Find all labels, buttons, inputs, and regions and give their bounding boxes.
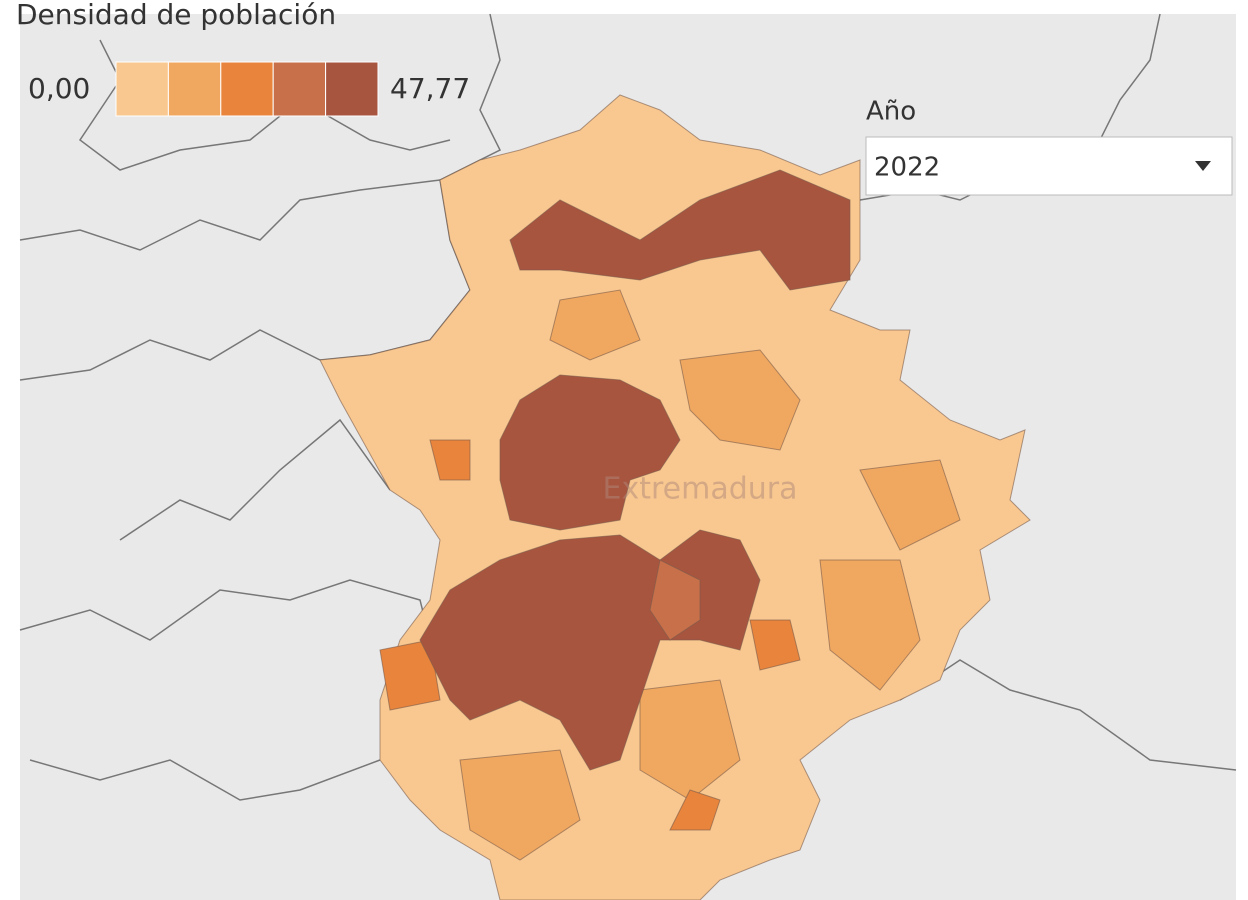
municipality [859, 459, 961, 551]
legend-swatch [272, 61, 327, 117]
municipality [639, 679, 741, 801]
municipality [459, 749, 581, 861]
legend-title: Densidad de población [16, 0, 336, 31]
legend-max-label: 47,77 [390, 72, 470, 105]
municipality [429, 439, 471, 481]
municipality [669, 789, 721, 831]
legend-swatch [115, 61, 169, 117]
border-line [899, 659, 1237, 771]
dropdown-arrow[interactable] [1195, 161, 1211, 171]
municipality [819, 559, 921, 691]
filter-label: Año [866, 97, 916, 127]
border-line [19, 179, 441, 251]
region-map [319, 94, 1031, 900]
legend-swatch [167, 61, 222, 117]
legend-min-label: 0,00 [28, 72, 90, 105]
municipality [499, 374, 681, 531]
border-line [119, 418, 391, 541]
border-line [78, 39, 451, 171]
border-line [29, 759, 381, 801]
legend [115, 61, 379, 117]
map-label: Extremadura [603, 472, 798, 507]
dropdown-box[interactable] [865, 136, 1233, 196]
border-line [19, 329, 321, 381]
municipality [749, 619, 801, 671]
municipality [679, 349, 801, 451]
municipality [509, 169, 851, 291]
municipality [549, 289, 641, 361]
municipality [379, 639, 441, 711]
border-line [19, 579, 431, 641]
legend-swatch [220, 61, 274, 117]
dropdown-value[interactable]: 2022 [874, 153, 940, 183]
municipality [649, 559, 701, 641]
legend-swatch [325, 61, 379, 117]
year-dropdown[interactable]: 2022 [865, 136, 1233, 196]
